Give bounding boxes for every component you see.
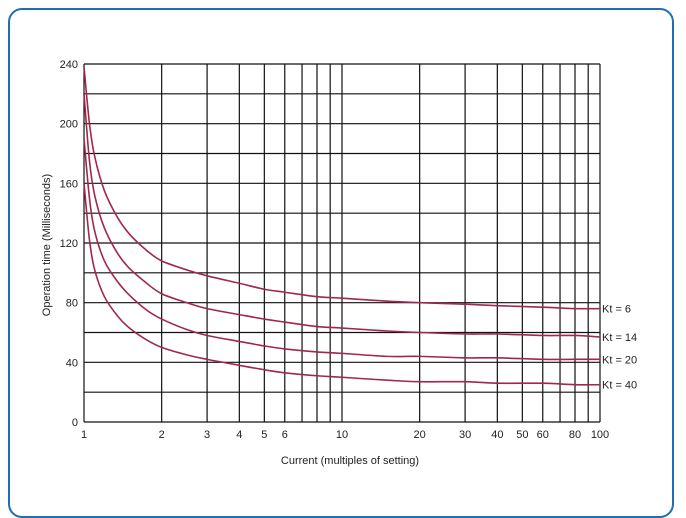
curves xyxy=(83,66,601,386)
y-axis-title: Operation time (Milliseconds) xyxy=(41,174,53,316)
series-line xyxy=(83,183,601,386)
x-tick-label: 60 xyxy=(537,429,549,441)
x-axis-title: Current (multiples of setting) xyxy=(281,455,419,467)
x-tick-label: 6 xyxy=(282,429,288,441)
x-tick-label: 100 xyxy=(591,429,609,441)
x-tick-label: 5 xyxy=(261,429,267,441)
series-labels: Kt = 6 Kt = 14 Kt = 20 Kt = 40 xyxy=(602,304,637,392)
series-label: Kt = 40 xyxy=(602,380,637,392)
series-label: Kt = 6 xyxy=(602,304,631,316)
y-tick-label: 0 xyxy=(72,417,78,429)
y-tick-label: 120 xyxy=(60,238,78,250)
y-tick-label: 40 xyxy=(66,357,78,369)
x-tick-labels: 1 2 3 4 5 6 10 20 30 40 50 60 80 100 xyxy=(81,429,609,441)
y-tick-labels: 0 40 80 120 160 200 240 xyxy=(60,59,78,429)
series-line xyxy=(83,138,600,361)
grid xyxy=(83,63,601,423)
x-tick-label: 10 xyxy=(336,429,348,441)
x-tick-label: 1 xyxy=(81,429,87,441)
x-tick-label: 40 xyxy=(491,429,503,441)
y-tick-label: 240 xyxy=(60,59,78,71)
series-line xyxy=(83,66,601,310)
series-line xyxy=(83,93,601,338)
x-tick-label: 3 xyxy=(204,429,210,441)
x-tick-label: 4 xyxy=(236,429,242,441)
x-tick-label: 80 xyxy=(569,429,581,441)
x-tick-label: 30 xyxy=(459,429,471,441)
x-tick-label: 2 xyxy=(159,429,165,441)
chart-frame xyxy=(8,8,674,518)
y-tick-label: 200 xyxy=(60,119,78,131)
x-tick-label: 20 xyxy=(414,429,426,441)
series-label: Kt = 14 xyxy=(602,332,637,344)
y-tick-label: 160 xyxy=(60,178,78,190)
x-tick-label: 50 xyxy=(516,429,528,441)
y-tick-label: 80 xyxy=(66,298,78,310)
series-label: Kt = 20 xyxy=(602,354,637,366)
